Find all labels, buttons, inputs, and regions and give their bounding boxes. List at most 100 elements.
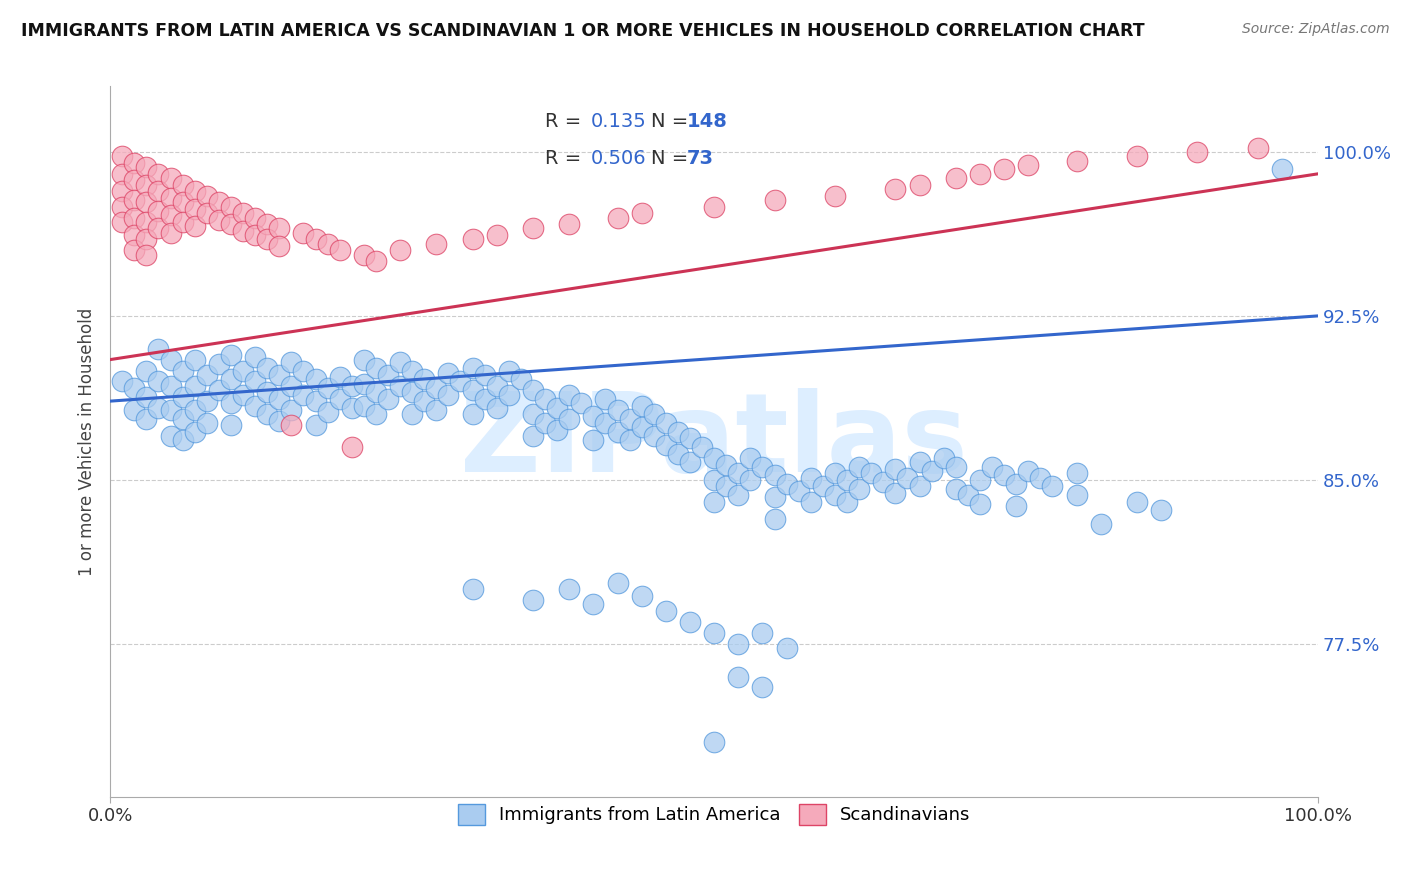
Point: [159, 379, 181, 393]
Point: [256, 407, 278, 421]
Point: [751, 681, 773, 695]
Point: [280, 379, 302, 393]
Point: [243, 351, 266, 365]
Point: [269, 414, 291, 428]
Point: [848, 459, 870, 474]
Point: [437, 366, 460, 380]
Point: [716, 479, 738, 493]
Point: [522, 407, 544, 421]
Point: [111, 215, 134, 229]
Point: [243, 211, 266, 225]
Point: [558, 387, 581, 401]
Point: [256, 361, 278, 376]
Point: [364, 385, 387, 400]
Point: [630, 399, 652, 413]
Point: [243, 227, 266, 242]
Point: [425, 403, 447, 417]
Point: [159, 429, 181, 443]
Point: [159, 191, 181, 205]
Point: [1271, 162, 1294, 177]
Point: [377, 392, 399, 406]
Point: [727, 669, 749, 683]
Point: [269, 368, 291, 382]
Point: [619, 411, 641, 425]
Point: [389, 244, 412, 258]
Point: [135, 411, 157, 425]
Point: [509, 372, 531, 386]
Point: [461, 582, 484, 596]
Point: [1090, 516, 1112, 531]
Point: [498, 363, 520, 377]
Point: [425, 381, 447, 395]
Point: [690, 440, 713, 454]
Point: [643, 407, 665, 421]
Point: [353, 248, 375, 262]
Point: [835, 494, 858, 508]
Point: [135, 248, 157, 262]
Point: [269, 221, 291, 235]
Point: [485, 379, 508, 393]
Point: [643, 429, 665, 443]
Point: [461, 407, 484, 421]
Point: [824, 188, 846, 202]
Point: [1017, 158, 1039, 172]
Point: [751, 459, 773, 474]
Point: [159, 226, 181, 240]
Point: [159, 171, 181, 186]
Point: [558, 411, 581, 425]
Point: [280, 403, 302, 417]
Point: [243, 399, 266, 413]
Point: [474, 392, 496, 406]
Point: [450, 375, 472, 389]
Point: [243, 375, 266, 389]
Point: [353, 376, 375, 391]
Point: [956, 488, 979, 502]
Point: [522, 593, 544, 607]
Point: [1150, 503, 1173, 517]
Point: [172, 215, 194, 229]
Point: [219, 396, 242, 410]
Point: [630, 420, 652, 434]
Point: [630, 589, 652, 603]
Point: [135, 232, 157, 246]
Point: [195, 416, 218, 430]
Point: [582, 598, 605, 612]
Point: [655, 604, 678, 618]
Point: [269, 392, 291, 406]
Point: [135, 215, 157, 229]
Point: [1066, 153, 1088, 168]
Point: [534, 416, 557, 430]
Point: [172, 178, 194, 192]
Point: [425, 236, 447, 251]
Point: [292, 226, 315, 240]
Point: [413, 394, 436, 409]
Text: N =: N =: [651, 112, 695, 131]
Text: N =: N =: [651, 149, 695, 169]
Point: [835, 473, 858, 487]
Point: [461, 383, 484, 397]
Point: [183, 403, 205, 417]
Point: [993, 468, 1015, 483]
Point: [485, 401, 508, 415]
Point: [763, 512, 786, 526]
Point: [945, 171, 967, 186]
Point: [219, 418, 242, 433]
Point: [172, 411, 194, 425]
Point: [256, 385, 278, 400]
Point: [716, 458, 738, 472]
Point: [159, 352, 181, 367]
Point: [993, 162, 1015, 177]
Point: [124, 403, 146, 417]
Point: [824, 488, 846, 502]
Point: [340, 401, 363, 415]
Point: [763, 491, 786, 505]
Point: [232, 363, 254, 377]
Point: [111, 200, 134, 214]
Point: [751, 625, 773, 640]
Point: [172, 363, 194, 377]
Point: [606, 211, 628, 225]
Point: [461, 232, 484, 246]
Point: [606, 403, 628, 417]
Point: [111, 184, 134, 198]
Point: [666, 425, 689, 439]
